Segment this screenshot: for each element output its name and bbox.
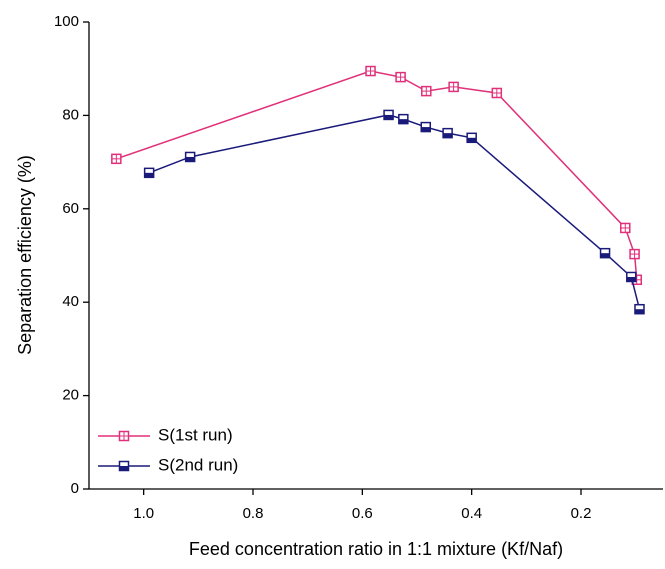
marker-part bbox=[384, 114, 394, 120]
point bbox=[634, 303, 645, 315]
x-axis-label: Feed concentration ratio in 1:1 mixture … bbox=[189, 539, 563, 559]
legend-marker bbox=[118, 460, 130, 472]
x-tick-label: 0.2 bbox=[571, 505, 592, 522]
marker-part bbox=[421, 127, 431, 132]
marker-part bbox=[626, 276, 636, 282]
line bbox=[148, 114, 641, 310]
marker-part bbox=[119, 466, 129, 471]
y-tick-label: 80 bbox=[62, 106, 79, 123]
legend-marker bbox=[118, 430, 130, 442]
point bbox=[420, 121, 431, 133]
point bbox=[184, 151, 196, 163]
point bbox=[491, 87, 503, 99]
point bbox=[448, 81, 459, 93]
legend-label: S(1st run) bbox=[158, 425, 233, 444]
point bbox=[111, 153, 122, 165]
y-axis-label: Separation efficiency (%) bbox=[15, 155, 35, 355]
line bbox=[116, 70, 638, 280]
y-tick-label: 100 bbox=[54, 13, 79, 30]
marker-part bbox=[467, 137, 477, 143]
point bbox=[620, 222, 631, 234]
point bbox=[629, 248, 640, 260]
point bbox=[398, 113, 409, 125]
marker-part bbox=[443, 133, 453, 138]
point bbox=[466, 132, 477, 144]
x-tick-label: 1.0 bbox=[133, 505, 154, 522]
point bbox=[143, 167, 155, 179]
point bbox=[383, 109, 394, 121]
x-tick-label: 0.6 bbox=[352, 505, 373, 522]
y-tick-label: 60 bbox=[62, 200, 79, 217]
marker-part bbox=[600, 253, 610, 258]
x-tick-label: 0.8 bbox=[243, 505, 264, 522]
marker-part bbox=[185, 156, 195, 162]
point bbox=[421, 85, 432, 97]
x-tick-label: 0.4 bbox=[461, 505, 482, 522]
legend-label: S(2nd run) bbox=[158, 455, 238, 474]
point bbox=[599, 247, 611, 259]
point bbox=[395, 71, 406, 83]
y-tick-label: 0 bbox=[71, 480, 79, 497]
y-tick-label: 20 bbox=[62, 387, 79, 404]
marker-part bbox=[144, 172, 154, 178]
point bbox=[626, 271, 637, 283]
marker-part bbox=[634, 309, 644, 314]
point bbox=[365, 65, 376, 77]
y-tick-label: 40 bbox=[62, 293, 79, 310]
marker-part bbox=[398, 119, 408, 124]
point bbox=[442, 127, 453, 139]
